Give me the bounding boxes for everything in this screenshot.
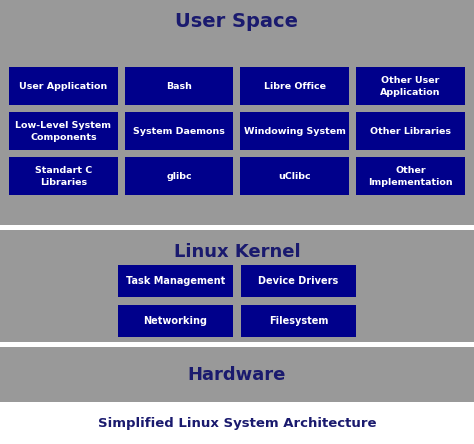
Text: Simplified Linux System Architecture: Simplified Linux System Architecture xyxy=(98,416,376,429)
Text: Windowing System: Windowing System xyxy=(244,127,346,136)
Bar xyxy=(9,67,118,106)
Bar xyxy=(0,347,474,402)
Bar xyxy=(356,158,465,195)
Text: glibc: glibc xyxy=(166,172,192,181)
Bar xyxy=(240,67,349,106)
Bar xyxy=(0,402,474,444)
Bar xyxy=(0,342,474,347)
Bar xyxy=(240,112,349,151)
Bar xyxy=(125,112,234,151)
Bar xyxy=(240,158,349,195)
Bar xyxy=(9,112,118,151)
Bar xyxy=(356,112,465,151)
Bar xyxy=(0,225,474,230)
Bar xyxy=(241,305,356,337)
Text: Device Drivers: Device Drivers xyxy=(258,276,338,286)
Bar xyxy=(356,67,465,106)
Text: System Daemons: System Daemons xyxy=(133,127,225,136)
Bar xyxy=(125,158,234,195)
Text: Linux Kernel: Linux Kernel xyxy=(173,243,301,261)
Text: Filesystem: Filesystem xyxy=(269,316,328,326)
Text: Task Management: Task Management xyxy=(126,276,225,286)
Text: User Application: User Application xyxy=(19,82,108,91)
Text: Standart C
Libraries: Standart C Libraries xyxy=(35,166,92,186)
Bar xyxy=(125,67,234,106)
Text: uClibc: uClibc xyxy=(279,172,311,181)
Text: Hardware: Hardware xyxy=(188,365,286,384)
Text: Bash: Bash xyxy=(166,82,192,91)
Text: Other Libraries: Other Libraries xyxy=(370,127,451,136)
Text: User Space: User Space xyxy=(175,12,299,32)
Text: Low-Level System
Components: Low-Level System Components xyxy=(15,122,111,142)
Bar xyxy=(118,305,233,337)
Bar xyxy=(0,230,474,342)
Bar xyxy=(9,158,118,195)
Bar xyxy=(118,265,233,297)
Text: Libre Office: Libre Office xyxy=(264,82,326,91)
Bar xyxy=(0,0,474,225)
Text: Networking: Networking xyxy=(144,316,208,326)
Text: Other User
Application: Other User Application xyxy=(380,76,441,96)
Bar xyxy=(241,265,356,297)
Text: Other
Implementation: Other Implementation xyxy=(368,166,453,186)
